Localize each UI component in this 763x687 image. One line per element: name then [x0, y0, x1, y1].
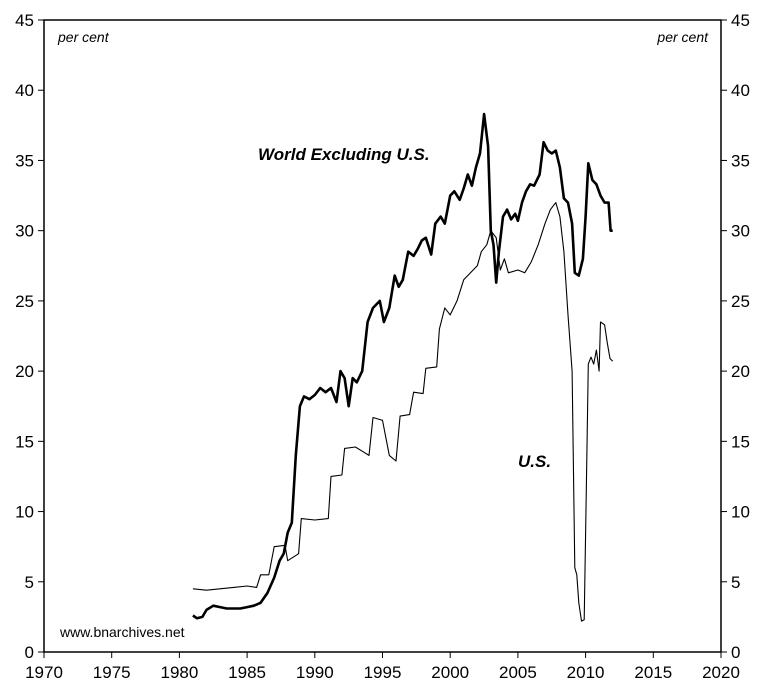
x-tick-label: 1995 [364, 663, 402, 682]
y-tick-label-left: 25 [15, 292, 34, 311]
y-tick-label-left: 0 [25, 643, 34, 662]
y-tick-label-right: 0 [731, 643, 740, 662]
y-tick-label-left: 15 [15, 432, 34, 451]
series-line-world-excluding-us [192, 112, 613, 620]
x-tick-label: 2015 [634, 663, 672, 682]
y-tick-label-right: 35 [731, 151, 750, 170]
x-tick-label: 1985 [228, 663, 266, 682]
y-tick-label-left: 30 [15, 222, 34, 241]
right-unit-label: per cent [656, 29, 709, 45]
y-tick-label-right: 25 [731, 292, 750, 311]
y-tick-label-right: 40 [731, 81, 750, 100]
source-label: www.bnarchives.net [59, 624, 185, 640]
y-tick-label-right: 15 [731, 432, 750, 451]
series-lines [192, 112, 614, 622]
y-tick-label-right: 10 [731, 503, 750, 522]
y-tick-label-left: 45 [15, 11, 34, 30]
y-tick-label-right: 20 [731, 362, 750, 381]
x-tick-label: 1975 [93, 663, 131, 682]
y-tick-label-right: 5 [731, 573, 740, 592]
y-axis: 0 0 5 5 10 10 15 15 20 20 25 25 30 30 35 35 40 40 45 45 [15, 11, 750, 662]
y-tick-label-left: 10 [15, 503, 34, 522]
x-tick-label: 2010 [567, 663, 605, 682]
x-tick-label: 1970 [25, 663, 63, 682]
left-unit-label: per cent [57, 29, 110, 45]
y-tick-label-right: 45 [731, 11, 750, 30]
series-label-us: U.S. [518, 452, 551, 471]
y-tick-label-left: 40 [15, 81, 34, 100]
y-tick-label-left: 5 [25, 573, 34, 592]
x-tick-label: 1980 [160, 663, 198, 682]
series-label-world-excluding-us: World Excluding U.S. [258, 145, 430, 164]
x-tick-label: 2005 [499, 663, 537, 682]
series-line-us [192, 202, 614, 622]
y-tick-label-left: 35 [15, 151, 34, 170]
y-tick-label-left: 20 [15, 362, 34, 381]
x-axis: 1970 1975 1980 1985 1990 1995 2000 2005 2010 2015… [25, 652, 740, 682]
x-tick-label: 2000 [431, 663, 469, 682]
y-tick-label-right: 30 [731, 222, 750, 241]
x-tick-label: 1990 [296, 663, 334, 682]
plot-frame [43, 19, 722, 653]
x-tick-label: 2020 [702, 663, 740, 682]
